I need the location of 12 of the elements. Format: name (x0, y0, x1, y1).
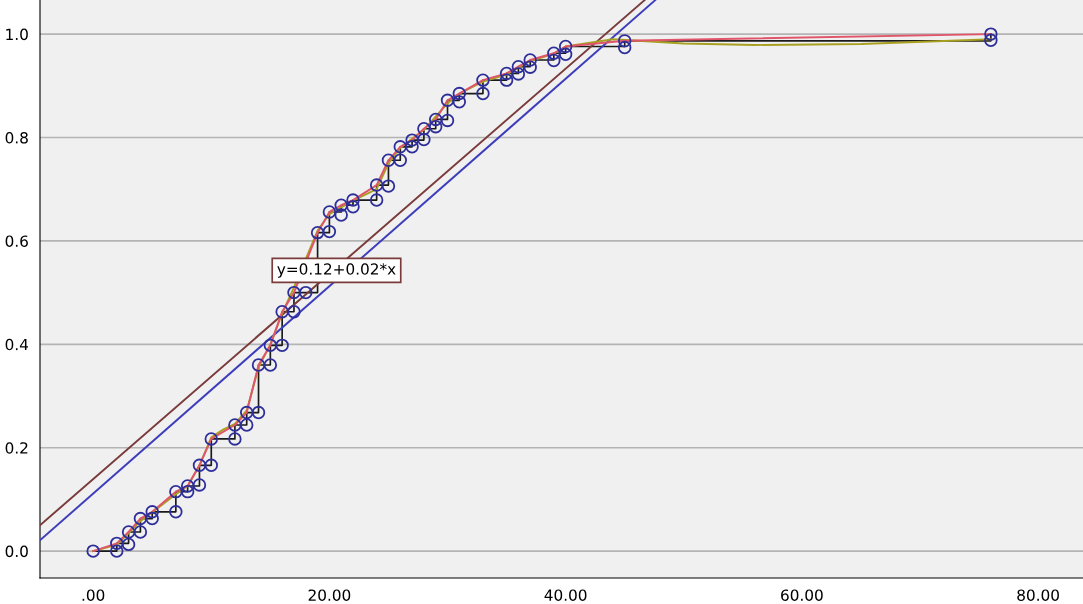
y-tick-label: 0.4 (5, 338, 29, 351)
x-tick-label: 40.00 (544, 589, 587, 601)
y-tick-label: 0.6 (5, 235, 28, 247)
x-tick-label: 20.00 (308, 589, 351, 601)
x-tick-label: 80.00 (1017, 589, 1059, 601)
y-tick-label: 0.0 (5, 545, 28, 558)
y-tick-label: 1.0 (6, 28, 28, 41)
y-tick-label: 0.2 (5, 442, 28, 454)
annotation: y=0.12+0.02*x (277, 263, 396, 278)
x-tick-label: 60.00 (781, 589, 823, 601)
y-tick-label: 0.8 (5, 131, 28, 144)
x-tick-label: .00 (82, 589, 105, 601)
